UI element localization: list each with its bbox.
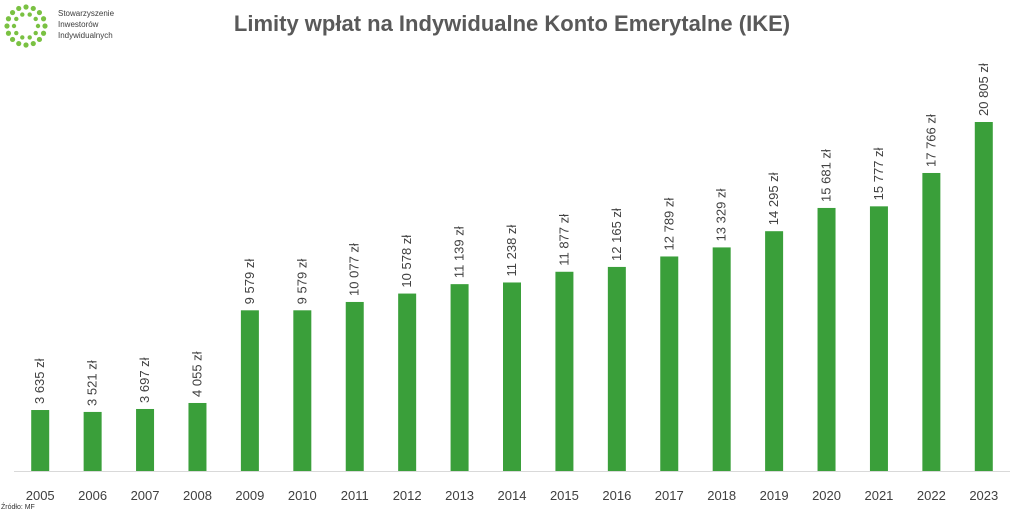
logo-dot — [30, 40, 36, 47]
data-label-2012: 10 578 zł — [399, 235, 414, 288]
data-label-2018: 13 329 zł — [714, 189, 729, 242]
x-tick-label-2012: 2012 — [393, 488, 422, 503]
logo: Stowarzyszenie Inwestorów Indywidualnych — [2, 2, 142, 50]
logo-line-2: Inwestorów — [58, 20, 99, 29]
data-label-2023: 20 805 zł — [976, 63, 991, 116]
logo-dot — [9, 9, 16, 16]
logo-dot — [14, 16, 19, 22]
data-label-2011: 10 077 zł — [347, 243, 362, 296]
chart-title: Limity wpłat na Indywidualne Konto Emery… — [233, 11, 791, 36]
data-label-2010: 9 579 zł — [294, 259, 309, 305]
data-label-2021: 15 777 zł — [871, 147, 886, 200]
bar-2007 — [136, 408, 155, 471]
logo-dot — [40, 30, 47, 36]
bar-2021 — [869, 206, 888, 471]
x-tick-label-2020: 2020 — [812, 488, 841, 503]
logo-line-3: Indywidualnych — [58, 31, 113, 40]
logo-dot — [9, 36, 16, 43]
x-tick-label-2006: 2006 — [78, 488, 107, 503]
logo-line-1: Stowarzyszenie — [58, 9, 115, 18]
logo-text: Stowarzyszenie Inwestorów Indywidualnych — [58, 8, 114, 41]
data-label-2017: 12 789 zł — [661, 198, 676, 251]
bar-2022 — [922, 172, 941, 472]
data-label-2016: 12 165 zł — [609, 208, 624, 261]
x-tick-label-2023: 2023 — [969, 488, 998, 503]
x-tick-label-2016: 2016 — [602, 488, 631, 503]
logo-dot — [5, 30, 12, 36]
x-tick-label-2014: 2014 — [498, 488, 527, 503]
x-tick-label-2009: 2009 — [235, 488, 264, 503]
bar-2016 — [607, 266, 626, 471]
x-tick-label-2011: 2011 — [341, 488, 369, 503]
bar-2010 — [293, 310, 312, 471]
logo-dot — [35, 23, 41, 29]
logo-dot — [27, 35, 32, 40]
logo-dot — [36, 36, 43, 43]
x-tick-label-2005: 2005 — [26, 488, 55, 503]
x-tick-label-2021: 2021 — [864, 488, 893, 503]
x-tick-label-2010: 2010 — [288, 488, 317, 503]
bar-2011 — [345, 301, 364, 471]
bar-2012 — [398, 293, 417, 471]
bar-2015 — [555, 271, 574, 471]
data-label-2019: 14 295 zł — [766, 172, 781, 225]
logo-dot — [23, 42, 29, 48]
data-label-2009: 9 579 zł — [242, 259, 257, 305]
data-label-2020: 15 681 zł — [819, 149, 834, 202]
x-tick-label-2015: 2015 — [550, 488, 579, 503]
source-note: Źródło: MF — [1, 504, 35, 511]
data-label-2006: 3 521 zł — [85, 360, 100, 406]
bar-2014 — [503, 282, 521, 471]
bar-2008 — [188, 402, 207, 471]
logo-dot — [20, 35, 25, 40]
bar-2006 — [83, 411, 102, 471]
logo-dot — [42, 23, 48, 29]
logo-dot — [27, 12, 32, 17]
x-tick-label-2019: 2019 — [760, 488, 789, 503]
logo-dot — [11, 23, 17, 29]
logo-dot — [20, 12, 25, 17]
data-label-2022: 17 766 zł — [923, 114, 938, 167]
bar-2023 — [974, 122, 993, 471]
bar-2009 — [240, 310, 259, 471]
logo-dot — [36, 9, 43, 16]
bar-2005 — [31, 410, 50, 471]
logo-dot — [33, 30, 38, 36]
logo-dot — [5, 16, 12, 22]
data-label-2008: 4 055 zł — [189, 351, 204, 397]
x-tick-label-2018: 2018 — [707, 488, 736, 503]
bar-2020 — [817, 207, 836, 471]
logo-dot — [16, 5, 22, 12]
x-tick-label-2022: 2022 — [917, 488, 946, 503]
bar-2019 — [765, 231, 784, 471]
x-tick-label-2013: 2013 — [445, 488, 474, 503]
logo-dot — [4, 23, 10, 29]
x-tick-label-2008: 2008 — [183, 488, 212, 503]
data-label-2007: 3 697 zł — [137, 357, 152, 403]
data-label-2014: 11 238 zł — [504, 225, 519, 277]
logo-dot — [30, 5, 36, 12]
bar-2013 — [450, 284, 469, 471]
logo-dot — [23, 4, 29, 10]
x-tick-label-2007: 2007 — [131, 488, 160, 503]
data-label-2005: 3 635 zł — [32, 358, 47, 404]
logo-dots-icon — [4, 4, 48, 48]
data-label-2013: 11 139 zł — [452, 226, 467, 278]
bar-2018 — [712, 247, 731, 471]
logo-dot — [16, 40, 22, 47]
logo-dot — [33, 16, 38, 22]
bar-2017 — [660, 256, 679, 471]
x-tick-label-2017: 2017 — [655, 488, 684, 503]
logo-dot — [40, 16, 47, 22]
logo-dot — [14, 30, 19, 36]
data-label-2015: 11 877 zł — [556, 214, 571, 266]
